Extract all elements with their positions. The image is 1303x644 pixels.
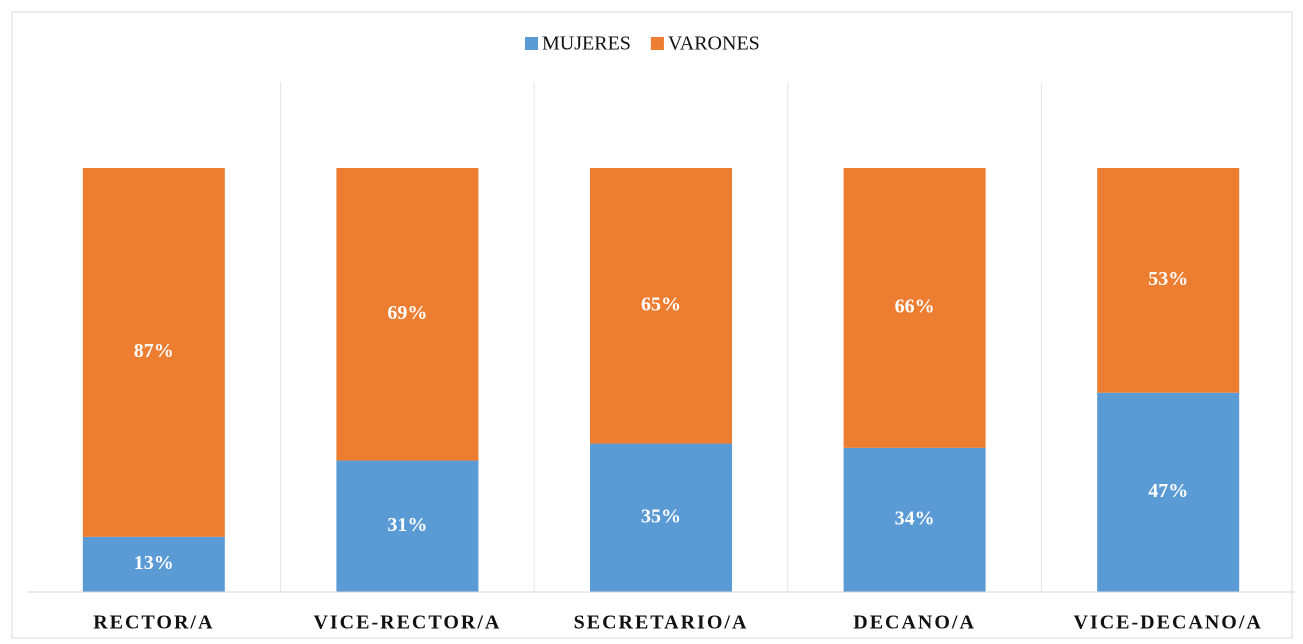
x-tick-label: DECANO/A — [853, 612, 976, 634]
legend-swatch — [650, 37, 664, 50]
bar-segment — [82, 536, 225, 592]
bar-segment — [843, 168, 986, 448]
bar-segment — [336, 168, 479, 461]
bar-segment — [1097, 392, 1240, 592]
bar-segment — [843, 447, 986, 592]
value-label: 53% — [1148, 268, 1188, 290]
value-label: 13% — [134, 552, 174, 574]
bar-segment — [1097, 168, 1240, 393]
x-tick-label: VICE-RECTOR/A — [313, 612, 501, 634]
bar-segment — [590, 443, 732, 592]
bar-segment — [590, 168, 732, 444]
value-label: 87% — [134, 340, 174, 362]
x-tick-label: VICE-DECANO/A — [1074, 612, 1263, 634]
x-tick-label: SECRETARIO/A — [574, 612, 749, 634]
legend-label: VARONES — [668, 33, 760, 55]
value-label: 69% — [387, 302, 427, 324]
legend-swatch — [525, 37, 538, 50]
bar-segment — [336, 460, 479, 592]
value-label: 47% — [1148, 480, 1188, 502]
bar-segment — [82, 168, 225, 537]
legend-label: MUJERES — [542, 33, 631, 55]
value-label: 34% — [895, 508, 935, 530]
value-label: 65% — [641, 293, 681, 315]
value-label: 66% — [895, 296, 935, 318]
value-label: 31% — [387, 514, 427, 536]
x-tick-label: RECTOR/A — [93, 612, 214, 634]
value-label: 35% — [641, 505, 681, 527]
